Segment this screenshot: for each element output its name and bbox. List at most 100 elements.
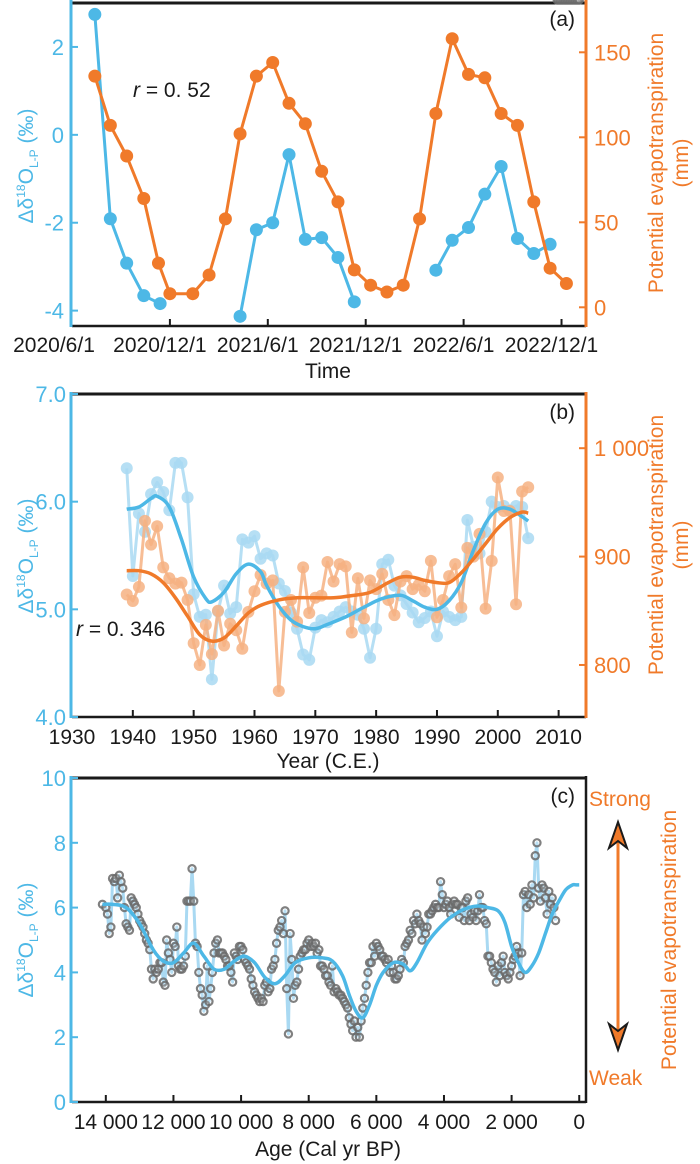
ylabel-sup: 18 xyxy=(14,958,28,972)
panel-c-x-ticks: 14 000 12 000 10 000 8 000 6 000 4 000 2 000 0 xyxy=(74,1095,585,1134)
series-smoothed xyxy=(102,882,580,1020)
data-point xyxy=(187,637,200,650)
data-point xyxy=(522,532,535,545)
data-point xyxy=(233,309,247,323)
data-point xyxy=(285,928,295,939)
data-point xyxy=(266,216,280,230)
x-tick-label: 0 xyxy=(573,1111,585,1134)
data-point xyxy=(178,961,189,971)
data-point xyxy=(118,883,128,893)
panel-a-right-axis-title: Potential evapotranspiration xyxy=(645,33,668,293)
data-point xyxy=(315,231,329,245)
data-point xyxy=(449,558,462,571)
data-point xyxy=(498,951,508,961)
data-point xyxy=(396,278,410,292)
data-point xyxy=(315,589,328,602)
arrow-head-up-icon xyxy=(606,818,630,851)
data-point xyxy=(151,256,165,270)
panel-c-left-ticks: 10 8 6 4 2 0 xyxy=(42,766,78,1115)
ylabel-suffix: (‰) xyxy=(15,109,38,150)
data-point xyxy=(163,287,177,301)
data-point xyxy=(244,964,255,974)
data-point xyxy=(226,967,236,978)
data-point xyxy=(102,909,113,919)
data-point xyxy=(112,893,123,903)
x-tick-label: 1980 xyxy=(353,726,400,749)
data-point xyxy=(547,893,557,903)
data-point xyxy=(380,285,394,299)
data-point xyxy=(376,567,389,580)
data-point xyxy=(88,69,102,83)
data-point xyxy=(382,553,395,566)
data-point xyxy=(278,585,291,598)
panel-b-x-ticks: 1930 1940 1950 1960 1970 1980 1990 2000 2010 xyxy=(49,710,582,749)
r-symbol: r xyxy=(133,79,141,102)
data-point xyxy=(429,107,443,120)
data-point xyxy=(478,71,492,85)
data-point xyxy=(370,622,383,635)
panel-c-x-axis-title: Age (Cal yr BP) xyxy=(255,1138,401,1161)
ylabel-main: O xyxy=(15,558,38,574)
right-tick-label: 900 xyxy=(594,545,631,570)
x-tick-label: 2021/12/1 xyxy=(309,334,402,357)
data-point xyxy=(406,606,419,619)
double-arrow-icon xyxy=(606,818,630,1054)
data-point xyxy=(550,915,561,926)
data-point xyxy=(418,585,431,598)
data-point xyxy=(455,610,468,623)
x-tick-label: 12 000 xyxy=(141,1111,205,1134)
data-point xyxy=(424,554,437,567)
data-point xyxy=(298,117,312,131)
data-point xyxy=(303,606,316,619)
data-point xyxy=(175,456,188,469)
panel-b-label: (b) xyxy=(549,401,575,424)
data-point xyxy=(282,96,296,110)
data-point xyxy=(445,233,459,247)
data-point xyxy=(298,232,312,246)
ylabel-prefix: Δδ xyxy=(15,588,38,614)
ylabel-main: O xyxy=(15,942,38,958)
data-point xyxy=(88,7,102,21)
data-point xyxy=(172,922,182,932)
data-point xyxy=(103,118,117,132)
data-point xyxy=(120,462,133,475)
data-point xyxy=(437,889,447,900)
data-point xyxy=(462,893,473,903)
x-tick-label: 1960 xyxy=(231,726,278,749)
data-point xyxy=(249,69,263,83)
data-point xyxy=(347,263,361,277)
data-point xyxy=(167,967,177,978)
panel-a-left-ticks: 2 0 -2 -4 xyxy=(44,35,78,324)
x-tick-label: 1970 xyxy=(292,726,339,749)
right-tick-label: 100 xyxy=(594,125,631,150)
data-point xyxy=(233,127,247,141)
r-value: = 0. 52 xyxy=(140,79,211,102)
data-point xyxy=(532,838,542,848)
data-point xyxy=(218,639,231,652)
data-point xyxy=(197,990,207,1000)
data-point xyxy=(517,948,527,958)
data-point xyxy=(364,574,377,587)
data-point xyxy=(181,491,194,504)
x-tick-label: 8 000 xyxy=(282,1111,335,1134)
data-point xyxy=(138,514,151,527)
data-point xyxy=(455,601,468,614)
left-tick-label: 6.0 xyxy=(35,490,66,515)
data-point xyxy=(265,983,275,994)
ylabel-sub: L-P xyxy=(27,149,41,168)
data-point xyxy=(559,277,573,290)
data-point xyxy=(471,915,481,926)
data-point xyxy=(527,195,541,209)
panel-b-right-ticks: 1 000 900 800 xyxy=(579,436,649,678)
data-point xyxy=(157,561,170,574)
data-point xyxy=(124,925,135,935)
x-tick-label: 2022/12/1 xyxy=(505,334,598,357)
data-point xyxy=(331,250,345,264)
strong-label: Strong xyxy=(589,788,651,811)
data-point xyxy=(510,232,524,246)
data-point xyxy=(435,876,446,887)
data-point xyxy=(485,554,498,567)
data-point xyxy=(354,1032,365,1042)
data-point xyxy=(339,560,352,573)
x-tick-label: 1950 xyxy=(170,726,217,749)
